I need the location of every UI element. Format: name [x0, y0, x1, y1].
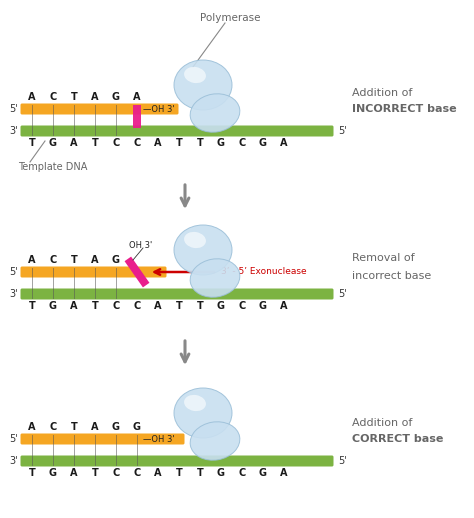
Text: Polymerase: Polymerase: [200, 13, 260, 23]
Text: INCORRECT base: INCORRECT base: [352, 104, 456, 114]
FancyBboxPatch shape: [20, 455, 334, 467]
Text: C: C: [238, 138, 246, 148]
FancyBboxPatch shape: [20, 434, 184, 444]
Text: Addition of: Addition of: [352, 88, 412, 98]
Text: A: A: [28, 255, 36, 265]
Ellipse shape: [184, 67, 206, 83]
Text: T: T: [176, 468, 182, 478]
Text: T: T: [71, 422, 77, 432]
Text: G: G: [49, 301, 57, 311]
FancyBboxPatch shape: [20, 104, 179, 114]
Text: C: C: [49, 92, 56, 102]
Ellipse shape: [190, 94, 240, 132]
Text: 5': 5': [338, 126, 347, 136]
Text: A: A: [280, 301, 288, 311]
Text: 5': 5': [338, 289, 347, 299]
Text: T: T: [197, 301, 203, 311]
Text: G: G: [49, 138, 57, 148]
Text: C: C: [112, 468, 119, 478]
Text: T: T: [176, 138, 182, 148]
Text: C: C: [133, 301, 141, 311]
Text: T: T: [197, 468, 203, 478]
Text: C: C: [133, 138, 141, 148]
Text: Addition of: Addition of: [352, 418, 412, 428]
Text: G: G: [217, 301, 225, 311]
Text: T: T: [28, 301, 36, 311]
Text: G: G: [259, 468, 267, 478]
Text: G: G: [217, 138, 225, 148]
Ellipse shape: [190, 259, 240, 297]
Text: G: G: [259, 138, 267, 148]
Text: T: T: [28, 468, 36, 478]
Text: 3': 3': [9, 126, 18, 136]
Text: G: G: [112, 422, 120, 432]
Ellipse shape: [174, 388, 232, 438]
Text: C: C: [49, 255, 56, 265]
Text: T: T: [91, 468, 99, 478]
Ellipse shape: [174, 225, 232, 275]
Text: 3’ - 5’ Exonuclease: 3’ - 5’ Exonuclease: [221, 267, 307, 277]
FancyBboxPatch shape: [20, 266, 166, 278]
Text: A: A: [91, 92, 99, 102]
Text: C: C: [112, 301, 119, 311]
Text: 3': 3': [9, 289, 18, 299]
Bar: [133, 105, 141, 128]
Text: A: A: [91, 422, 99, 432]
Text: A: A: [70, 301, 78, 311]
Text: —OH 3': —OH 3': [143, 105, 174, 113]
FancyBboxPatch shape: [20, 125, 334, 137]
Text: 5': 5': [9, 104, 18, 114]
Ellipse shape: [190, 422, 240, 460]
Text: A: A: [133, 92, 141, 102]
Text: T: T: [176, 301, 182, 311]
Text: incorrect base: incorrect base: [352, 271, 431, 281]
Text: A: A: [154, 468, 162, 478]
Text: —OH 3': —OH 3': [143, 435, 174, 443]
Text: C: C: [238, 301, 246, 311]
Text: A: A: [280, 138, 288, 148]
Text: G: G: [259, 301, 267, 311]
Text: OH 3': OH 3': [129, 241, 152, 251]
Ellipse shape: [184, 232, 206, 248]
Text: T: T: [91, 301, 99, 311]
Text: A: A: [28, 92, 36, 102]
Text: G: G: [112, 92, 120, 102]
Text: 5': 5': [9, 434, 18, 444]
Text: 3': 3': [9, 456, 18, 466]
Text: T: T: [91, 138, 99, 148]
Text: T: T: [71, 255, 77, 265]
Text: Template DNA: Template DNA: [18, 162, 87, 172]
Text: 5': 5': [9, 267, 18, 277]
Text: T: T: [71, 92, 77, 102]
Text: C: C: [238, 468, 246, 478]
Ellipse shape: [174, 60, 232, 110]
Text: 5': 5': [338, 456, 347, 466]
Text: T: T: [28, 138, 36, 148]
Text: A: A: [91, 255, 99, 265]
Text: G: G: [49, 468, 57, 478]
Text: C: C: [112, 138, 119, 148]
Text: T: T: [197, 138, 203, 148]
Text: G: G: [217, 468, 225, 478]
Ellipse shape: [184, 395, 206, 411]
FancyBboxPatch shape: [20, 289, 334, 299]
Text: G: G: [133, 422, 141, 432]
Text: A: A: [70, 468, 78, 478]
Text: CORRECT base: CORRECT base: [352, 434, 443, 444]
Text: C: C: [49, 422, 56, 432]
Polygon shape: [125, 256, 149, 287]
Text: A: A: [280, 468, 288, 478]
Text: C: C: [133, 468, 141, 478]
Text: A: A: [154, 301, 162, 311]
Text: Removal of: Removal of: [352, 253, 415, 263]
Text: G: G: [112, 255, 120, 265]
Text: A: A: [28, 422, 36, 432]
Text: A: A: [70, 138, 78, 148]
Text: A: A: [154, 138, 162, 148]
